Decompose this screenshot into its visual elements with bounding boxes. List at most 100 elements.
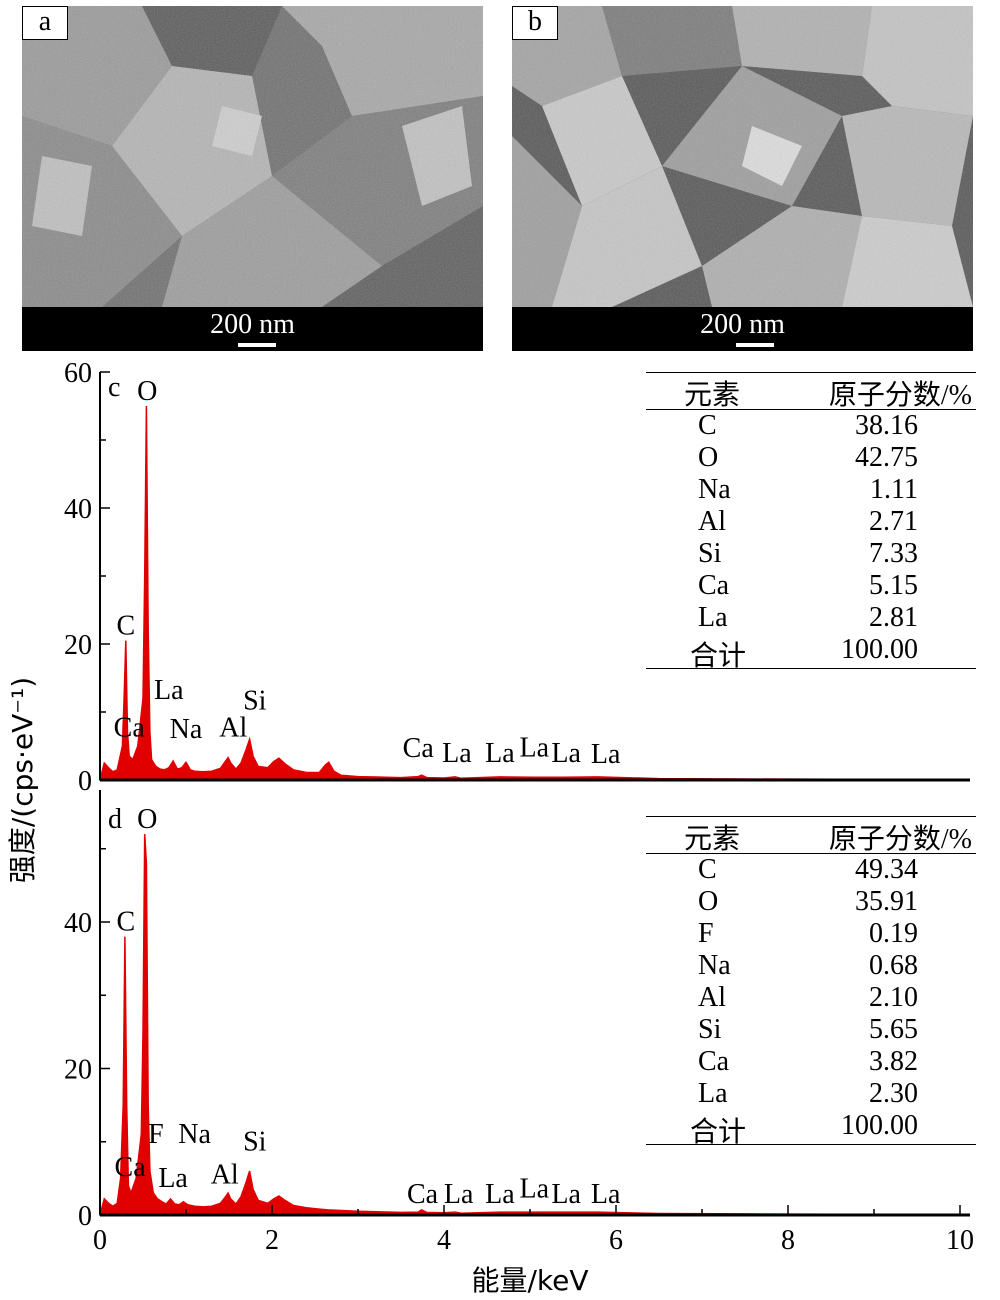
table-row-d: F 0.19 bbox=[646, 918, 976, 950]
table-total-d: 合计 100.00 bbox=[646, 1110, 976, 1148]
table-row-d: C 49.34 bbox=[646, 854, 976, 886]
table-cell-element: Ca bbox=[698, 570, 730, 601]
y-tick-label: 40 bbox=[64, 494, 92, 525]
y-tick-label: 20 bbox=[64, 630, 92, 661]
panel-label-c: c bbox=[108, 372, 120, 403]
table-cell-fraction: 0.68 bbox=[869, 950, 918, 981]
table-total-value-c: 100.00 bbox=[841, 634, 918, 665]
element-table-d: 元素 原子分数/% C 49.34 O 35.91 F 0.19 Na 0.68 Al 2.10 S… bbox=[646, 816, 976, 1148]
table-cell-fraction: 42.75 bbox=[855, 442, 918, 473]
peak-label: C bbox=[116, 611, 135, 642]
peak-label: La bbox=[485, 1179, 515, 1210]
scale-bar-line-a bbox=[238, 343, 276, 347]
table-header-element-d: 元素 bbox=[684, 824, 741, 855]
peak-label: O bbox=[137, 376, 157, 407]
table-cell-element: Si bbox=[698, 538, 722, 569]
table-cell-fraction: 5.15 bbox=[869, 570, 918, 601]
table-row-d: Ca 3.82 bbox=[646, 1046, 976, 1078]
y-axis-title: 强度/(cps·eV⁻¹) bbox=[6, 677, 39, 883]
sem-texture-a bbox=[22, 6, 483, 307]
table-header-c: 元素 原子分数/% bbox=[646, 373, 976, 411]
peak-label: F bbox=[148, 1119, 164, 1150]
table-cell-element: Na bbox=[698, 950, 731, 981]
y-tick-label: 0 bbox=[78, 1201, 92, 1232]
table-rule-top-d bbox=[646, 816, 976, 817]
table-header-d: 元素 原子分数/% bbox=[646, 817, 976, 855]
table-rows-c: C 38.16 O 42.75 Na 1.11 Al 2.71 Si 7.33 Ca 5.15 La 2.… bbox=[646, 410, 976, 634]
sem-image-a: a 200 nm bbox=[22, 6, 483, 351]
peak-label: Si bbox=[243, 1126, 267, 1157]
peak-label: La bbox=[442, 738, 472, 769]
x-tick-label: 2 bbox=[265, 1225, 279, 1256]
table-cell-element: F bbox=[698, 918, 714, 949]
table-cell-element: La bbox=[698, 602, 728, 633]
table-row-d: Al 2.10 bbox=[646, 982, 976, 1014]
peak-label: La bbox=[520, 1173, 550, 1204]
table-cell-fraction: 2.30 bbox=[869, 1078, 918, 1109]
y-tick-label: 60 bbox=[64, 358, 92, 389]
x-axis-title: 能量/keV bbox=[471, 1264, 588, 1297]
peak-label: Al bbox=[211, 1159, 239, 1190]
table-cell-element: C bbox=[698, 410, 717, 441]
peak-label: Ca bbox=[407, 1179, 439, 1210]
peak-label: La bbox=[551, 738, 581, 769]
table-cell-element: Ca bbox=[698, 1046, 730, 1077]
table-cell-element: Al bbox=[698, 506, 726, 537]
x-tick-label: 0 bbox=[93, 1225, 107, 1256]
table-cell-fraction: 38.16 bbox=[855, 410, 918, 441]
table-rows-d: C 49.34 O 35.91 F 0.19 Na 0.68 Al 2.10 Si 5.65 Ca 3.8… bbox=[646, 854, 976, 1110]
table-cell-fraction: 7.33 bbox=[869, 538, 918, 569]
peak-label: La bbox=[158, 1163, 188, 1194]
table-header-fraction-d: 原子分数/% bbox=[828, 824, 972, 855]
table-row-c: C 38.16 bbox=[646, 410, 976, 442]
table-row-c: Ca 5.15 bbox=[646, 570, 976, 602]
peak-label: La bbox=[591, 739, 621, 770]
table-total-value-d: 100.00 bbox=[841, 1110, 918, 1141]
peak-label: C bbox=[116, 907, 135, 938]
table-total-label-d: 合计 bbox=[690, 1117, 747, 1148]
peak-label: Na bbox=[178, 1119, 211, 1150]
table-cell-fraction: 2.81 bbox=[869, 602, 918, 633]
table-cell-fraction: 2.10 bbox=[869, 982, 918, 1013]
table-header-fraction-c: 原子分数/% bbox=[828, 380, 972, 411]
scale-bar-line-b bbox=[736, 343, 774, 347]
x-tick-label: 4 bbox=[437, 1225, 451, 1256]
table-rule-mid-c bbox=[646, 409, 976, 410]
sem-texture-b bbox=[512, 6, 973, 307]
peak-label: La bbox=[154, 675, 184, 706]
y-tick-label: 0 bbox=[78, 766, 92, 797]
table-cell-fraction: 35.91 bbox=[855, 886, 918, 917]
peak-label: Ca bbox=[115, 1152, 147, 1183]
table-cell-element: Na bbox=[698, 474, 731, 505]
y-tick-label: 40 bbox=[64, 908, 92, 939]
x-tick-label: 8 bbox=[781, 1225, 795, 1256]
sem-image-b: b 200 nm bbox=[512, 6, 973, 351]
spectrum-area-c bbox=[99, 405, 961, 781]
peak-label: O bbox=[137, 804, 157, 835]
peak-label: Ca bbox=[403, 733, 435, 764]
scale-bar-label-a: 200 nm bbox=[210, 309, 295, 340]
table-row-d: Na 0.68 bbox=[646, 950, 976, 982]
table-row-c: Na 1.11 bbox=[646, 474, 976, 506]
peak-label: Al bbox=[219, 713, 247, 744]
table-rule-top-c bbox=[646, 372, 976, 373]
table-cell-element: C bbox=[698, 854, 717, 885]
peak-label: Na bbox=[170, 714, 203, 745]
table-rule-bottom-c bbox=[646, 668, 976, 669]
table-row-c: O 42.75 bbox=[646, 442, 976, 474]
table-cell-fraction: 5.65 bbox=[869, 1014, 918, 1045]
table-cell-element: Si bbox=[698, 1014, 722, 1045]
panel-label-d: d bbox=[108, 804, 122, 835]
table-row-c: Si 7.33 bbox=[646, 538, 976, 570]
peak-label: La bbox=[551, 1179, 581, 1210]
x-tick-label: 6 bbox=[609, 1225, 623, 1256]
peak-label: La bbox=[591, 1179, 621, 1210]
table-row-c: Al 2.71 bbox=[646, 506, 976, 538]
scale-bar-label-b: 200 nm bbox=[700, 309, 785, 340]
spectrum-area-d bbox=[99, 834, 961, 1216]
table-cell-element: La bbox=[698, 1078, 728, 1109]
scale-bar-strip-a: 200 nm bbox=[22, 307, 483, 351]
table-cell-element: Al bbox=[698, 982, 726, 1013]
element-table-c: 元素 原子分数/% C 38.16 O 42.75 Na 1.11 Al 2.71 Si 7.33… bbox=[646, 372, 976, 672]
table-cell-fraction: 0.19 bbox=[869, 918, 918, 949]
